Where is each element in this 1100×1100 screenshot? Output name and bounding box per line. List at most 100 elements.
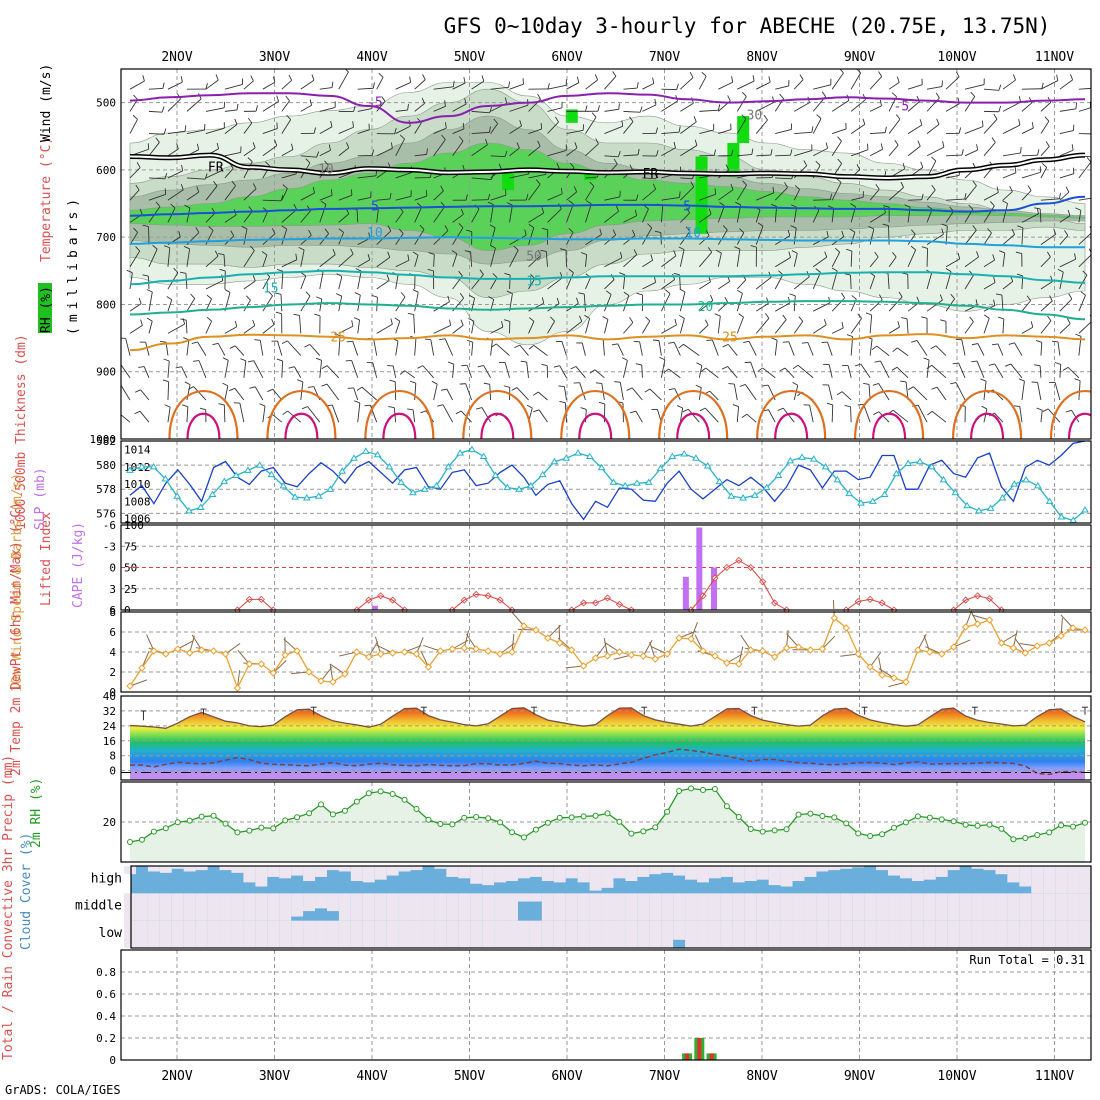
upper-wind-flag: [673, 250, 677, 257]
cloud-gap-high: [398, 866, 411, 872]
upper-wind-barb: [945, 174, 960, 179]
upper-wind-barb: [300, 79, 315, 90]
upper-wind-flag: [541, 227, 548, 231]
p2-right-tick-1008: 1008: [124, 495, 151, 508]
upper-wind-barb: [1040, 342, 1043, 356]
rh2m-marker: [723, 803, 730, 810]
upper-wind-flag: [350, 248, 354, 255]
upper-wind-flag: [298, 246, 305, 251]
rh-bright-patch-1: [695, 156, 708, 234]
cloud-gap-low: [1031, 920, 1044, 948]
upper-wind-flag: [440, 201, 446, 207]
cloud-gap-middle: [983, 893, 996, 921]
upper-wind-barb: [812, 118, 822, 134]
upper-wind-barb: [711, 339, 719, 356]
upper-wind-flag: [678, 315, 685, 319]
upper-wind-barb: [1059, 191, 1070, 201]
upper-wind-barb: [262, 295, 273, 312]
upper-wind-flag: [537, 93, 541, 100]
upper-wind-flag: [252, 275, 256, 282]
cloud-gap-low: [315, 920, 327, 948]
rh2m-marker: [998, 825, 1005, 832]
p8-tick-0: 0: [109, 1054, 116, 1067]
rh2m-marker: [843, 820, 850, 827]
upper-wind-barb: [709, 390, 719, 401]
upper-wind-flag: [1049, 295, 1053, 302]
upper-wind-flag: [276, 358, 283, 362]
wind10m-barb: [694, 634, 704, 652]
upper-wind-flag: [487, 193, 491, 200]
contour-line-15: [129, 269, 1086, 286]
upper-wind-flag: [741, 91, 747, 97]
upper-wind-barb: [585, 79, 598, 90]
upper-wind-flag: [879, 99, 882, 106]
cloud-gap-middle: [291, 893, 304, 917]
upper-wind-barb: [1037, 382, 1042, 401]
upper-wind-flag: [630, 410, 637, 414]
slp-marker: [185, 506, 193, 514]
upper-wind-barb: [812, 302, 831, 312]
slp-marker: [998, 493, 1007, 501]
upper-wind-flag: [836, 178, 842, 183]
upper-wind-barb: [1021, 127, 1034, 134]
upper-wind-flag: [612, 229, 617, 236]
wind10m-marker: [496, 650, 504, 658]
upper-wind-barb: [680, 77, 694, 90]
upper-wind-flag: [240, 358, 247, 362]
upper-wind-flag: [916, 296, 920, 303]
upper-wind-barb: [1059, 130, 1074, 135]
upper-wind-flag: [324, 228, 329, 234]
cloud-gap-low: [434, 920, 447, 948]
upper-wind-flag: [921, 246, 928, 249]
upper-wind-barb: [129, 80, 145, 90]
upper-wind-flag: [704, 319, 709, 326]
upper-wind-barb: [1059, 149, 1074, 157]
upper-wind-flag: [387, 251, 391, 258]
upper-wind-flag: [417, 365, 424, 369]
upper-wind-barb: [280, 294, 283, 312]
contour-label-12: 25: [722, 330, 738, 345]
rh2m-marker: [520, 834, 527, 841]
upper-wind-barb: [129, 250, 141, 268]
upper-wind-barb: [679, 291, 686, 312]
upper-wind-flag: [611, 343, 618, 346]
upper-wind-flag: [619, 272, 626, 276]
upper-wind-barb: [737, 80, 755, 90]
slp-marker: [633, 479, 641, 486]
upper-wind-flag: [389, 192, 392, 200]
upper-wind-barb: [926, 146, 945, 157]
upper-wind-barb: [888, 187, 904, 201]
upper-wind-barb: [983, 282, 996, 290]
upper-wind-barb: [1021, 300, 1031, 312]
li-line: [237, 559, 1002, 611]
cloud-gap-high: [195, 866, 208, 871]
upper-wind-flag: [1075, 333, 1082, 337]
p5-frame: [120, 695, 1092, 781]
contour-line-30: [462, 389, 533, 439]
millibars-axis-label: (millibars): [66, 194, 81, 335]
upper-wind-barb: [869, 76, 883, 90]
wind10m-marker: [126, 682, 134, 690]
upper-wind-flag: [135, 246, 141, 252]
cloud-gap-middle: [482, 893, 495, 921]
upper-wind-flag: [715, 249, 722, 254]
upper-wind-barb: [673, 342, 681, 356]
upper-wind-flag: [1080, 291, 1086, 296]
slp-marker: [173, 492, 182, 499]
upper-wind-flag: [829, 193, 833, 200]
upper-wind-barb: [622, 295, 630, 312]
wind10m-marker: [603, 652, 612, 660]
upper-wind-flag: [465, 194, 468, 201]
slp-marker: [232, 471, 240, 479]
cloud-gap-middle: [899, 893, 912, 921]
upper-wind-flag: [574, 142, 578, 149]
cloud-gap-low: [864, 920, 877, 948]
upper-wind-flag: [465, 229, 472, 233]
rh2m-marker: [771, 827, 778, 834]
rh2m-axis-label: 2m RH (%): [29, 778, 44, 848]
upper-wind-flag: [714, 188, 717, 195]
wind10m-marker: [842, 624, 850, 632]
bottom-date-5NOV: 5NOV: [454, 1069, 485, 1084]
upper-wind-barb: [319, 194, 333, 201]
upper-wind-flag: [559, 401, 566, 404]
